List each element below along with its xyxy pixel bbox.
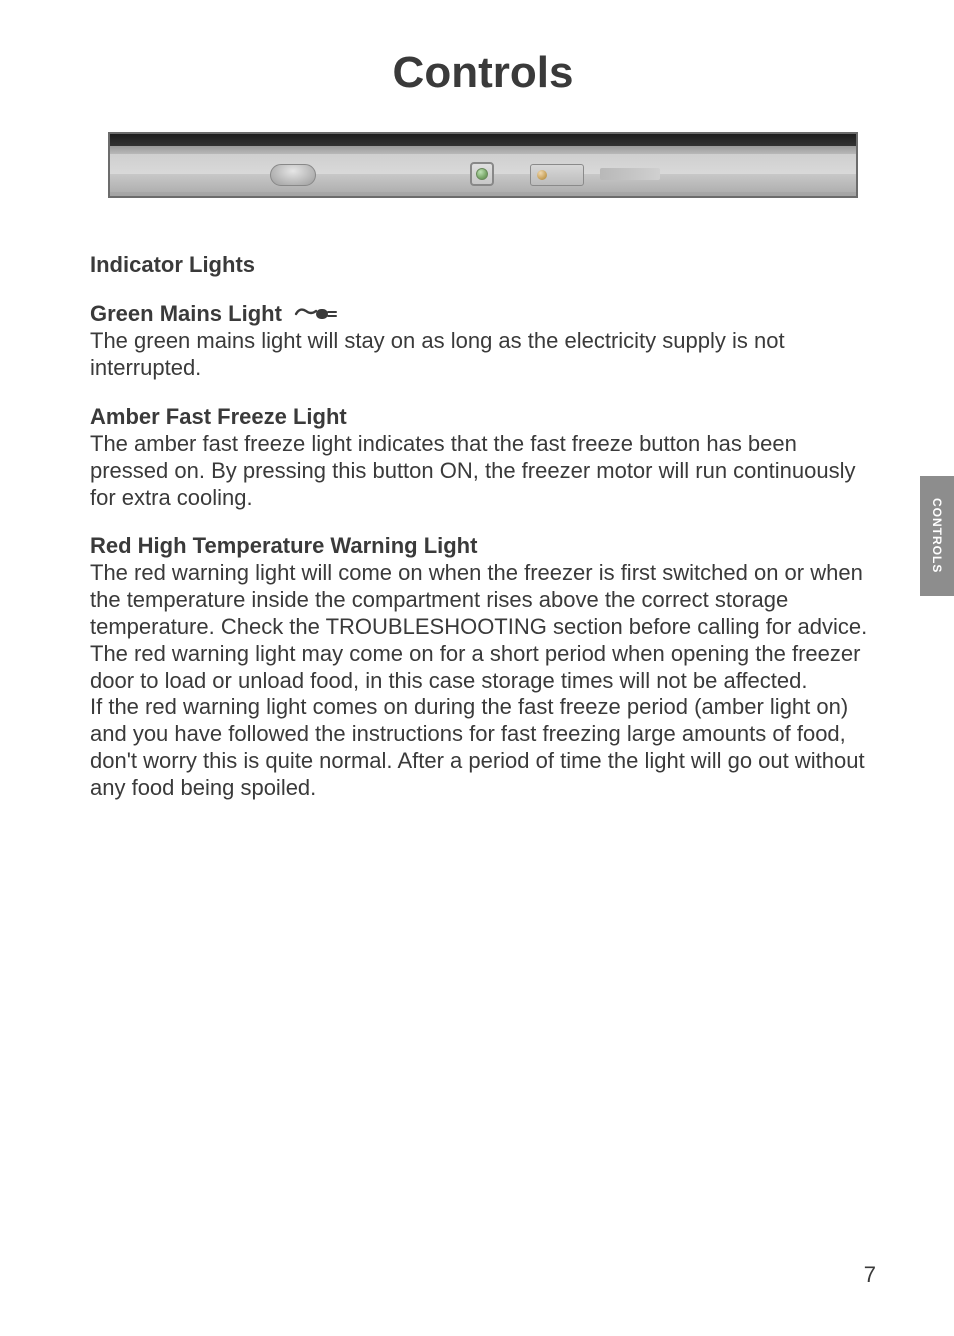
red-light-heading: Red High Temperature Warning Light — [90, 533, 477, 560]
fast-freeze-switch — [530, 164, 584, 186]
red-light-section: Red High Temperature Warning Light The r… — [90, 533, 876, 801]
green-light-heading: Green Mains Light — [90, 301, 282, 328]
plug-icon — [294, 302, 340, 329]
thermostat-knob — [270, 164, 316, 186]
side-tab: CONTROLS — [920, 476, 954, 596]
green-light-section: Green Mains Light The green mains light … — [90, 301, 876, 382]
panel-label-strip — [600, 168, 660, 180]
amber-light-section: Amber Fast Freeze Light The amber fast f… — [90, 404, 876, 511]
green-led-frame — [470, 162, 494, 186]
page-number: 7 — [864, 1262, 876, 1288]
red-light-body-1: The red warning light will come on when … — [90, 560, 876, 694]
indicator-lights-heading: Indicator Lights — [90, 252, 876, 279]
page-title: Controls — [90, 48, 876, 98]
panel-top-strip — [110, 134, 856, 146]
page: Controls Indicator Lights Green Mains Li… — [0, 0, 954, 1336]
red-light-body-2: If the red warning light comes on during… — [90, 694, 876, 801]
amber-light-heading: Amber Fast Freeze Light — [90, 404, 347, 431]
green-light-heading-row: Green Mains Light — [90, 301, 876, 329]
control-panel-illustration — [108, 132, 858, 198]
content-body: Indicator Lights Green Mains Light The g… — [90, 252, 876, 802]
green-light-body: The green mains light will stay on as lo… — [90, 328, 876, 382]
amber-light-body: The amber fast freeze light indicates th… — [90, 431, 876, 511]
green-led-icon — [476, 168, 488, 180]
